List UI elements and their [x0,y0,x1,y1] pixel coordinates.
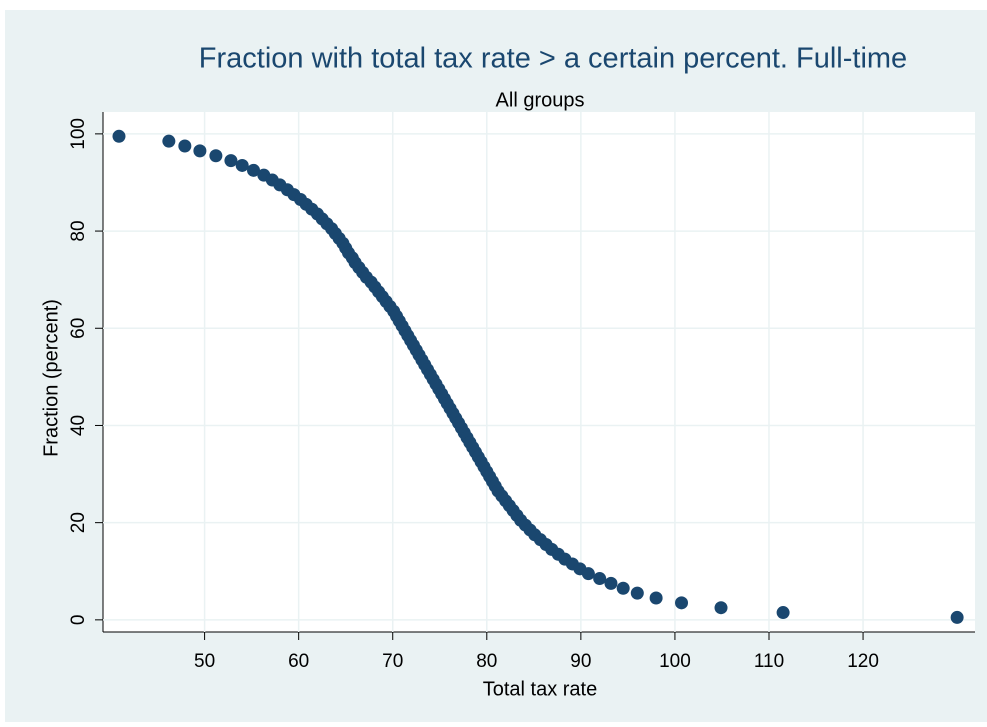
y-tick-label: 40 [68,415,89,436]
x-axis-label: Total tax rate [483,678,598,700]
scatter-point [950,610,964,624]
y-tick-label: 60 [68,318,89,339]
scatter-point [162,134,176,148]
x-tick-label: 50 [194,651,215,672]
scatter-point [581,567,595,581]
scatter-point [649,591,663,605]
x-tick-label: 70 [382,651,403,672]
x-tick-label: 110 [754,651,784,672]
scatter-point [235,158,249,172]
scatter-point [112,129,126,143]
scatter-point [178,139,192,153]
x-tick-label: 120 [847,651,879,672]
scatter-point [247,163,261,177]
chart-subtitle: All groups [496,89,585,111]
scatter-point [593,572,607,586]
y-tick-label: 100 [68,118,89,150]
scatter-point [776,606,790,620]
scatter-point [714,601,728,615]
chart-title: Fraction with total tax rate > a certain… [199,43,907,75]
y-axis-label: Fraction (percent) [40,299,62,457]
y-tick-label: 80 [68,220,89,241]
y-tick-label: 0 [68,615,89,626]
scatter-point [616,581,630,595]
y-tick-label: 20 [68,512,89,533]
scatter-point [604,576,618,590]
x-tick-label: 100 [659,651,691,672]
scatter-point [209,149,223,163]
scatter-point [675,596,689,610]
plot-region [103,112,975,632]
x-tick-label: 60 [288,651,309,672]
x-tick-label: 80 [476,651,497,672]
scatter-point [193,144,207,158]
scatter-point [630,586,644,600]
x-tick-label: 90 [570,651,591,672]
scatter-point [224,154,238,168]
